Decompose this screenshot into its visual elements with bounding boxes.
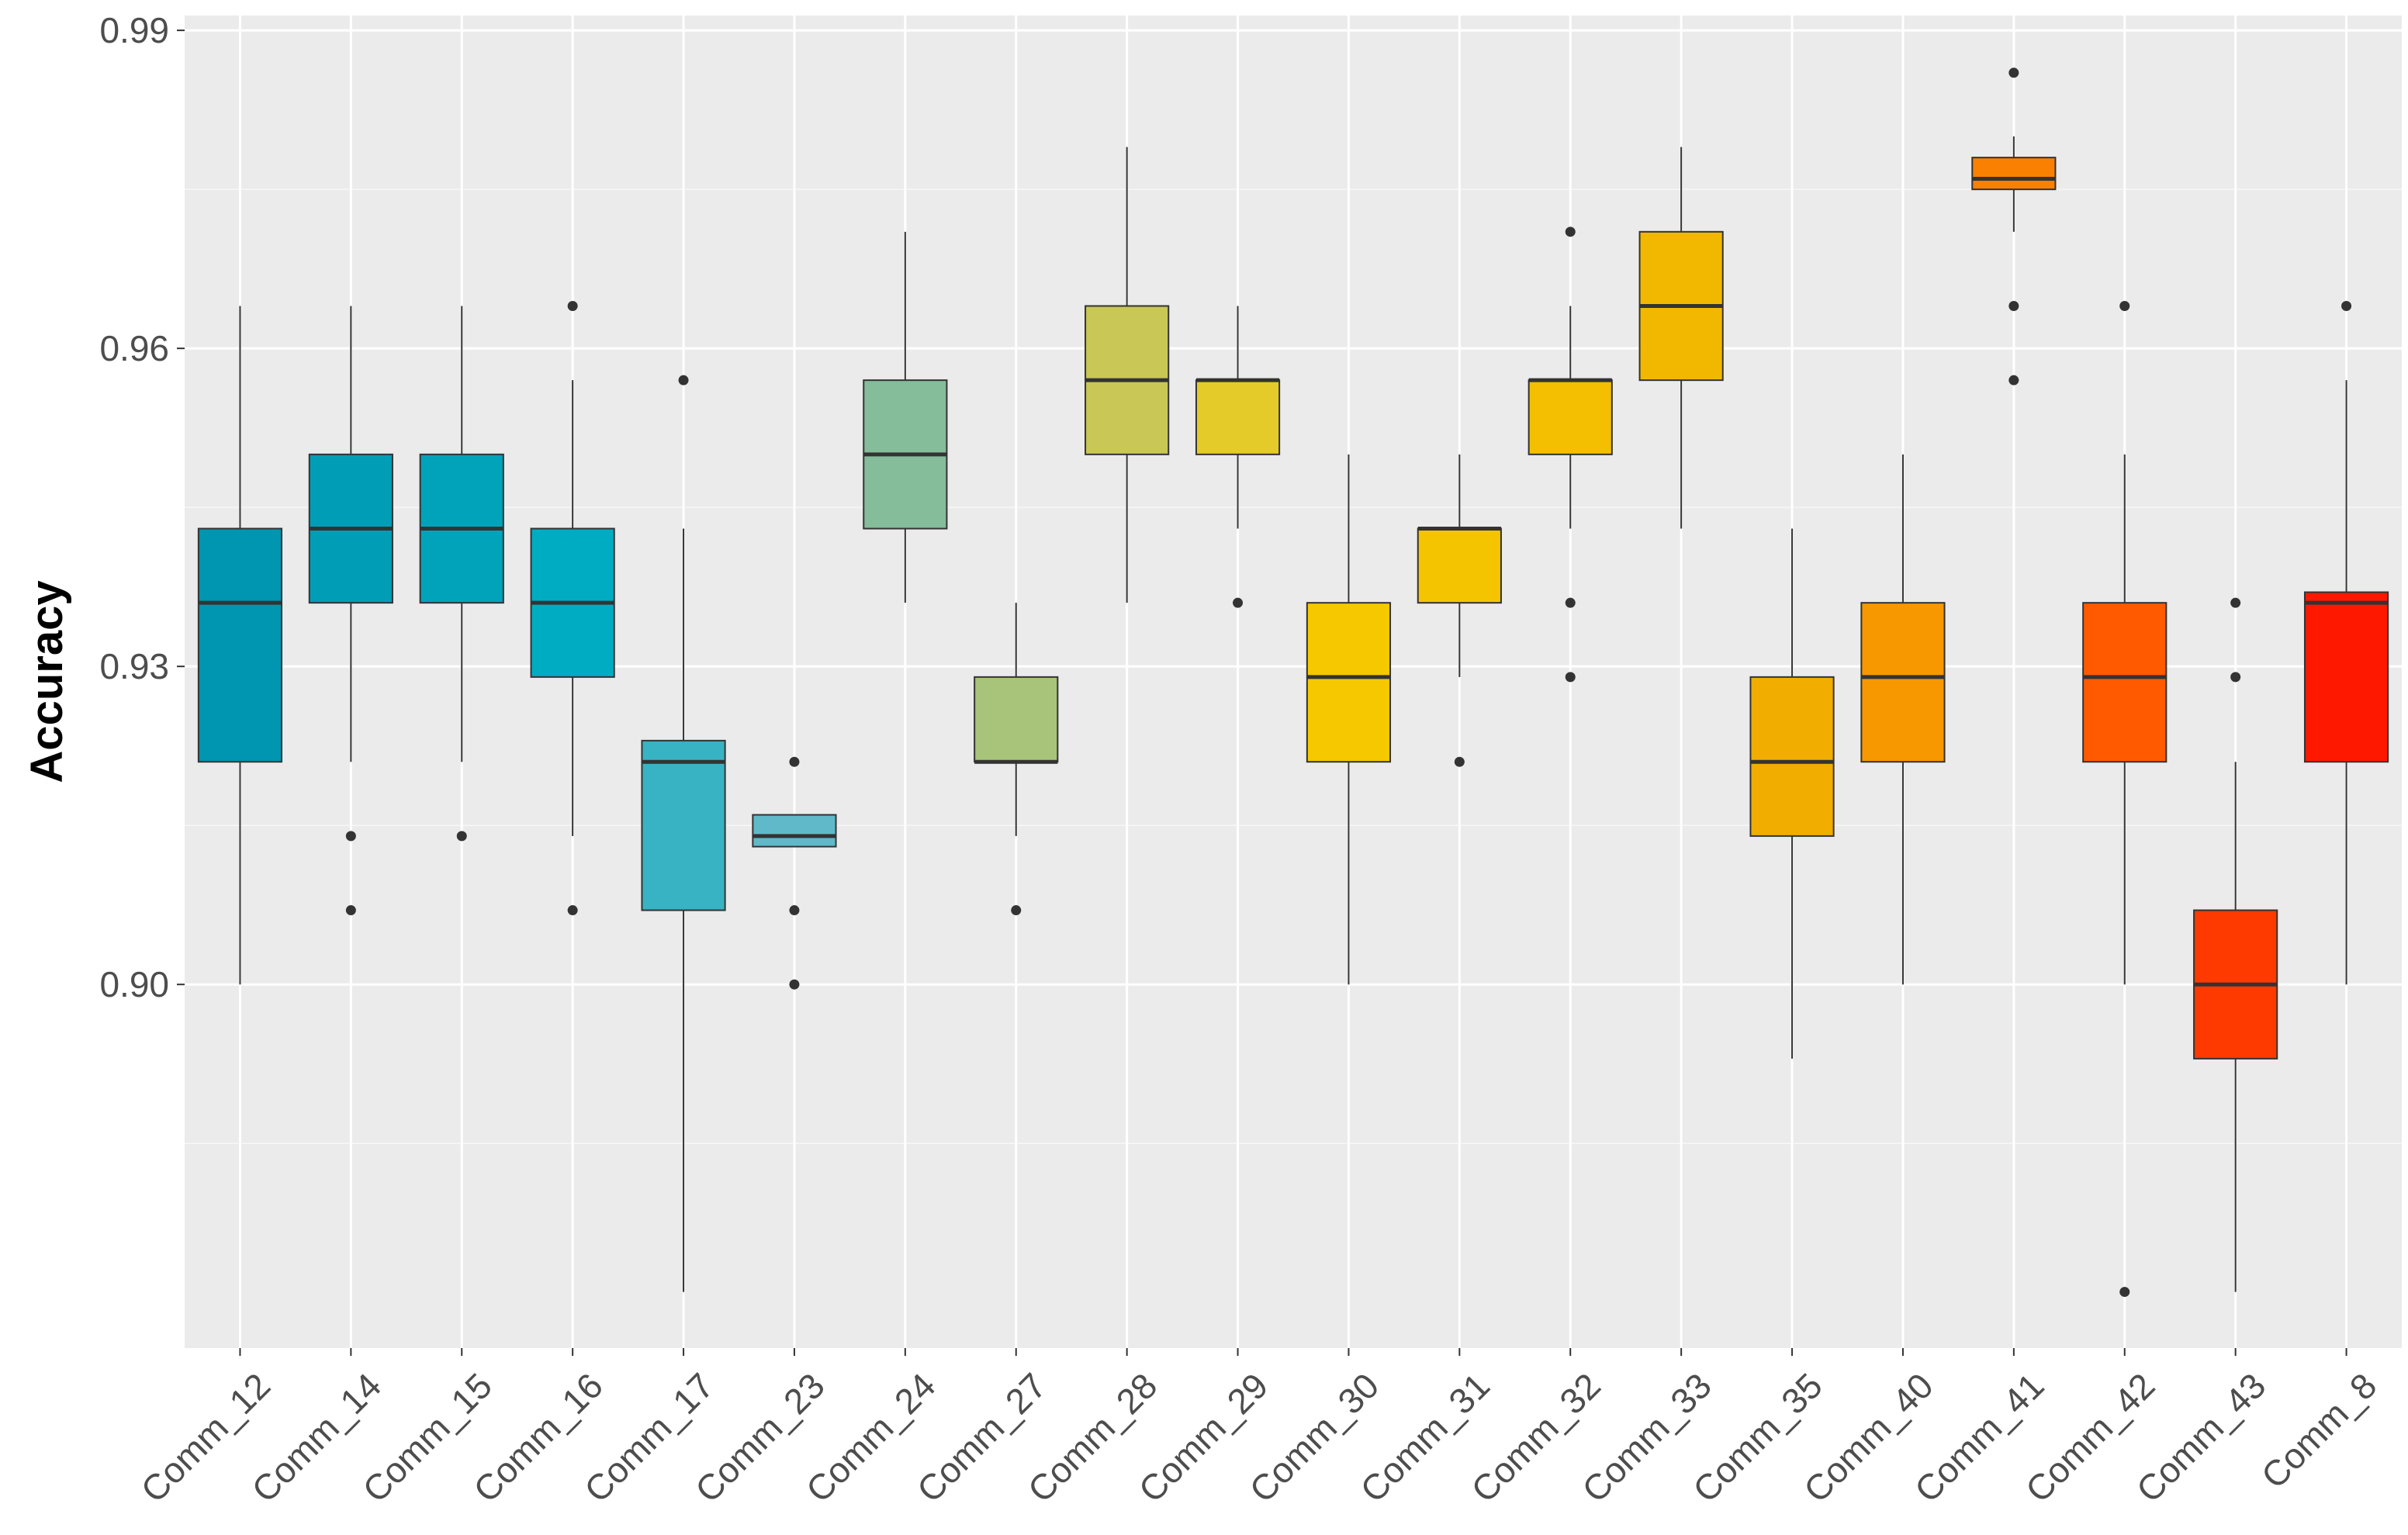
box-comm-43 <box>2193 597 2278 1292</box>
y-tick-label: 0.99 <box>99 10 169 50</box>
iqr-box <box>1306 602 1392 763</box>
outlier-point <box>2008 300 2019 311</box>
iqr-box <box>1527 379 1613 455</box>
y-tick-label: 0.90 <box>99 964 169 1004</box>
y-tick-label: 0.96 <box>99 328 169 368</box>
outlier-point <box>789 979 800 990</box>
box-comm-29 <box>1195 306 1281 608</box>
iqr-box <box>1860 602 1946 763</box>
box-comm-16 <box>530 300 615 916</box>
outlier-point <box>456 831 467 842</box>
y-tick-label: 0.93 <box>99 646 169 686</box>
box-comm-30 <box>1306 454 1392 985</box>
box-comm-23 <box>752 756 837 990</box>
box-comm-12 <box>197 306 283 985</box>
outlier-point <box>345 831 356 842</box>
box-comm-24 <box>863 231 948 603</box>
iqr-box <box>1417 527 1502 604</box>
x-tick-label: Comm_8 <box>2254 1365 2385 1496</box>
box-comm-8 <box>2303 300 2389 985</box>
outlier-point <box>1233 597 1244 608</box>
box-comm-42 <box>2082 300 2168 1298</box>
box-comm-14 <box>308 306 393 916</box>
iqr-box <box>641 739 726 911</box>
iqr-box <box>197 527 283 763</box>
box-comm-41 <box>1971 67 2057 385</box>
plot-panel <box>185 16 2402 1348</box>
outlier-point <box>2119 300 2130 311</box>
outlier-point <box>567 300 578 311</box>
outlier-point <box>789 905 800 916</box>
box-comm-15 <box>419 306 504 842</box>
outlier-point <box>678 375 689 385</box>
outlier-point <box>2008 375 2019 385</box>
outlier-point <box>2230 597 2241 608</box>
box-comm-27 <box>974 603 1059 916</box>
iqr-box <box>752 814 837 848</box>
outlier-point <box>1565 672 1576 683</box>
iqr-box <box>1971 157 2057 191</box>
iqr-box <box>2082 602 2168 763</box>
iqr-box <box>1195 379 1281 455</box>
outlier-point <box>1565 597 1576 608</box>
outlier-point <box>2230 672 2241 683</box>
box-comm-28 <box>1085 147 1170 603</box>
box-comm-40 <box>1860 454 1946 985</box>
iqr-box <box>1749 676 1835 837</box>
outlier-point <box>1454 756 1465 767</box>
box-comm-17 <box>641 375 726 1292</box>
iqr-box <box>2303 591 2389 763</box>
y-axis: 0.90 0.93 0.96 0.99 <box>99 10 185 1004</box>
outlier-point <box>2341 300 2352 311</box>
outlier-point <box>567 905 578 916</box>
y-axis-title: Accuracy <box>22 580 72 783</box>
outlier-point <box>345 905 356 916</box>
boxes <box>197 67 2389 1298</box>
iqr-box <box>974 676 1059 763</box>
outlier-point <box>1565 226 1576 237</box>
box-comm-33 <box>1638 147 1724 529</box>
x-axis: Comm_12Comm_14Comm_15Comm_16Comm_17Comm_… <box>133 1348 2384 1510</box>
outlier-point <box>2008 67 2019 78</box>
outlier-point <box>789 756 800 767</box>
box-comm-31 <box>1417 454 1502 767</box>
box-comm-32 <box>1527 226 1613 683</box>
box-comm-35 <box>1749 528 1835 1059</box>
outlier-point <box>1011 905 1022 916</box>
outlier-point <box>2119 1287 2130 1298</box>
